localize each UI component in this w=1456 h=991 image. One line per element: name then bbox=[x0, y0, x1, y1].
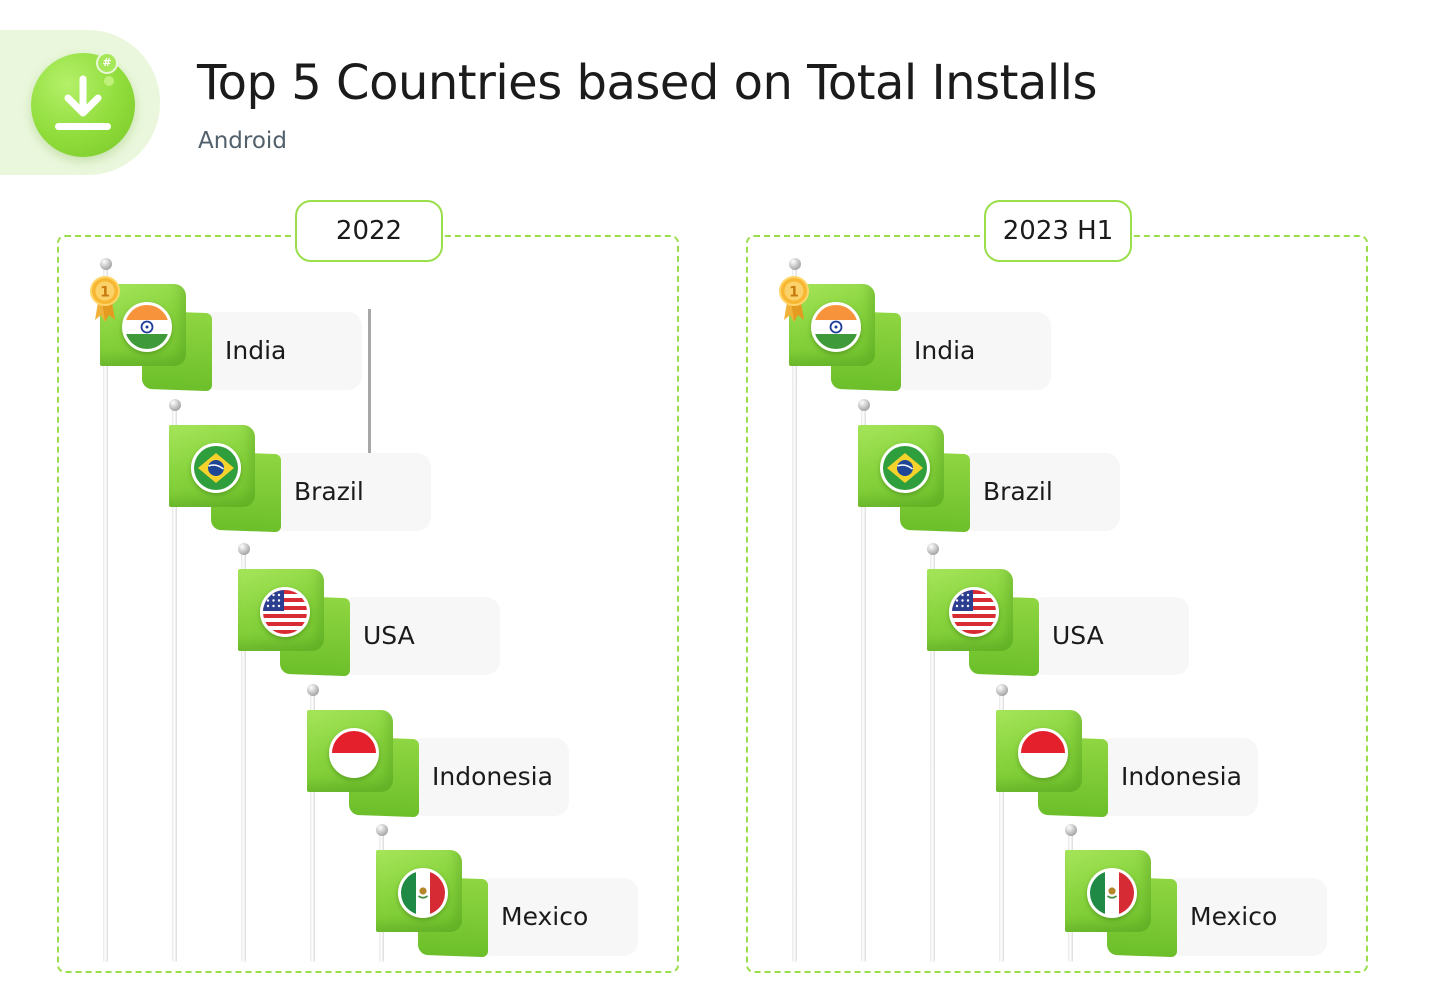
download-icon bbox=[31, 53, 135, 157]
pole-top-icon bbox=[238, 543, 250, 555]
country-name: Indonesia bbox=[1121, 762, 1242, 791]
mexico-flag-icon bbox=[1087, 868, 1137, 918]
indonesia-flag-icon bbox=[1018, 728, 1068, 778]
country-card bbox=[1029, 597, 1189, 675]
green-flag-icon bbox=[169, 425, 255, 507]
country-card bbox=[202, 312, 362, 390]
green-flag-icon bbox=[927, 569, 1013, 651]
country-card bbox=[478, 878, 638, 956]
indonesia-flag-icon bbox=[329, 728, 379, 778]
country-name: USA bbox=[1052, 621, 1104, 650]
country-card bbox=[1098, 738, 1258, 816]
flag-pole bbox=[241, 551, 246, 962]
country-card bbox=[960, 453, 1120, 531]
country-name: USA bbox=[363, 621, 415, 650]
pole-top-icon bbox=[858, 399, 870, 411]
pole-top-icon bbox=[789, 258, 801, 270]
flag-pole bbox=[792, 266, 797, 962]
pole-top-icon bbox=[307, 684, 319, 696]
green-flag-icon bbox=[376, 850, 462, 932]
medal-label: 1 bbox=[100, 285, 110, 301]
india-flag-icon bbox=[122, 302, 172, 352]
usa-flag-icon bbox=[949, 587, 999, 637]
decorative-bubble bbox=[104, 76, 114, 86]
flag-pole bbox=[172, 407, 177, 962]
country-card bbox=[1167, 878, 1327, 956]
green-flag-icon bbox=[1065, 850, 1151, 932]
green-flag-icon bbox=[307, 710, 393, 792]
country-name: India bbox=[914, 336, 976, 365]
pole-top-icon bbox=[376, 824, 388, 836]
green-flag-icon bbox=[238, 569, 324, 651]
medal-icon: 1 bbox=[88, 274, 122, 326]
flag-pole bbox=[930, 551, 935, 962]
usa-flag-icon bbox=[260, 587, 310, 637]
country-card bbox=[891, 312, 1051, 390]
country-name: Indonesia bbox=[432, 762, 553, 791]
flag-pole bbox=[310, 692, 315, 962]
country-name: Mexico bbox=[501, 902, 589, 931]
panel-label-2023-h1: 2023 H1 bbox=[984, 200, 1132, 262]
pole-top-icon bbox=[100, 258, 112, 270]
pole-top-icon bbox=[927, 543, 939, 555]
divider-line bbox=[368, 309, 371, 455]
country-card bbox=[340, 597, 500, 675]
country-name: Mexico bbox=[1190, 902, 1278, 931]
page-subtitle: Android bbox=[198, 128, 287, 154]
panel-label-2022: 2022 bbox=[295, 200, 443, 262]
pole-top-icon bbox=[169, 399, 181, 411]
mexico-flag-icon bbox=[398, 868, 448, 918]
brazil-flag-icon bbox=[191, 443, 241, 493]
hashtag-badge-icon: # bbox=[96, 52, 118, 74]
page-title: Top 5 Countries based on Total Installs bbox=[197, 55, 1098, 111]
medal-icon: 1 bbox=[777, 274, 811, 326]
india-flag-icon bbox=[811, 302, 861, 352]
green-flag-icon bbox=[858, 425, 944, 507]
flag-pole bbox=[103, 266, 108, 962]
country-card bbox=[409, 738, 569, 816]
medal-label: 1 bbox=[789, 285, 799, 301]
flag-pole bbox=[999, 692, 1004, 962]
country-name: India bbox=[225, 336, 287, 365]
green-flag-icon bbox=[996, 710, 1082, 792]
country-name: Brazil bbox=[294, 477, 364, 506]
brazil-flag-icon bbox=[880, 443, 930, 493]
pole-top-icon bbox=[996, 684, 1008, 696]
flag-pole bbox=[861, 407, 866, 962]
pole-top-icon bbox=[1065, 824, 1077, 836]
country-card bbox=[271, 453, 431, 531]
country-name: Brazil bbox=[983, 477, 1053, 506]
